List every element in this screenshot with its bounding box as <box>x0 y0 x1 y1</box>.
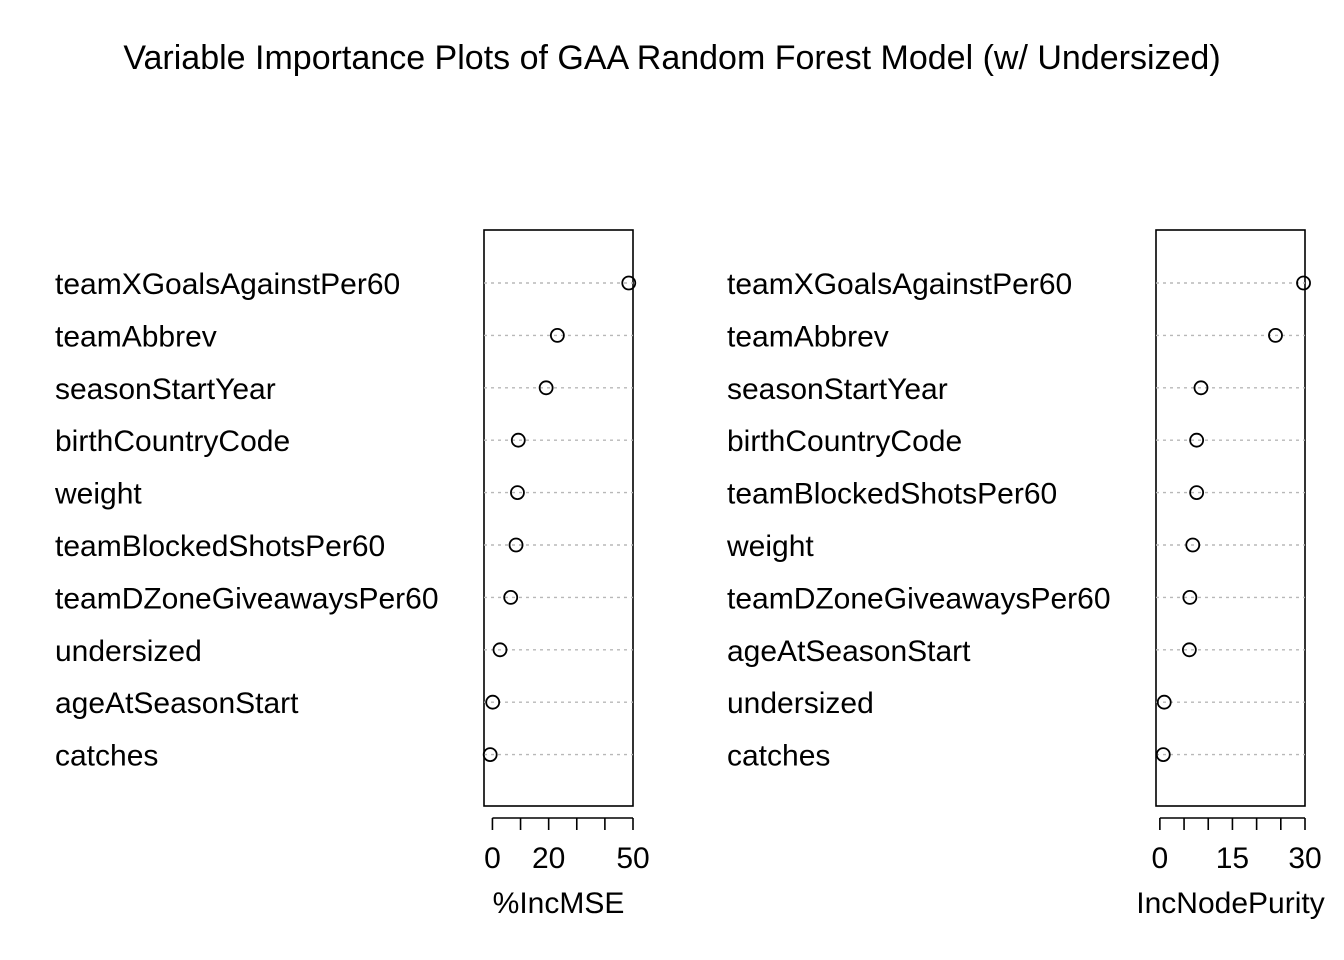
data-point <box>485 694 501 710</box>
variable-label: teamDZoneGiveawaysPer60 <box>727 582 1111 615</box>
data-point <box>549 327 565 343</box>
panel-2: teamXGoalsAgainstPer60 teamAbbrev seasonSt… <box>726 229 1325 920</box>
data-point <box>621 275 637 291</box>
chart-panels: teamXGoalsAgainstPer60 teamAbbrev seasonSt… <box>54 229 1325 920</box>
x-axis-label: %IncMSE <box>493 887 625 920</box>
chart-title: Variable Importance Plots of GAA Random … <box>123 39 1220 77</box>
data-point <box>1181 642 1197 658</box>
data-point <box>503 590 519 605</box>
data-point <box>1189 485 1205 501</box>
variable-label: seasonStartYear <box>727 373 948 406</box>
variable-label: teamXGoalsAgainstPer60 <box>55 268 400 301</box>
variable-label: teamBlockedShotsPer60 <box>727 478 1057 511</box>
x-tick-label: 0 <box>484 842 501 875</box>
variable-label: weight <box>54 478 142 511</box>
variable-label: birthCountryCode <box>727 425 962 458</box>
plot-frame <box>1155 229 1306 807</box>
variable-label: undersized <box>727 687 874 720</box>
data-point <box>482 747 498 762</box>
data-point <box>1193 380 1209 396</box>
data-point <box>508 537 524 553</box>
variable-label: catches <box>727 740 830 773</box>
data-point <box>1182 590 1198 605</box>
data-point <box>1156 694 1172 710</box>
data-point <box>510 432 526 448</box>
x-tick-label: 0 <box>1152 842 1169 875</box>
x-tick-label: 15 <box>1216 842 1249 875</box>
variable-label: undersized <box>55 635 202 668</box>
variable-label: teamAbbrev <box>55 320 217 353</box>
variable-label: ageAtSeasonStart <box>727 635 971 668</box>
variable-label: ageAtSeasonStart <box>55 687 299 720</box>
x-tick-label: 30 <box>1288 842 1321 875</box>
variable-label: catches <box>55 740 158 773</box>
variable-label: teamBlockedShotsPer60 <box>55 530 385 563</box>
variable-label: teamDZoneGiveawaysPer60 <box>55 582 439 615</box>
data-point <box>1185 537 1201 553</box>
x-tick-label: 50 <box>616 842 649 875</box>
data-point <box>1189 432 1205 448</box>
x-axis-label: IncNodePurity <box>1136 887 1324 920</box>
variable-label: teamAbbrev <box>727 320 889 353</box>
data-point <box>1268 327 1283 343</box>
variable-label: seasonStartYear <box>55 373 276 406</box>
variable-label: weight <box>726 530 814 563</box>
plot-frame <box>483 229 634 807</box>
variable-label: teamXGoalsAgainstPer60 <box>727 268 1072 301</box>
x-tick-label: 20 <box>532 842 565 875</box>
data-point <box>1296 275 1311 291</box>
data-point <box>538 380 554 396</box>
data-point <box>1155 747 1171 762</box>
variable-label: birthCountryCode <box>55 425 290 458</box>
panel-1: teamXGoalsAgainstPer60 teamAbbrev seasonSt… <box>54 229 650 920</box>
data-point <box>510 485 525 501</box>
data-point <box>492 642 508 658</box>
